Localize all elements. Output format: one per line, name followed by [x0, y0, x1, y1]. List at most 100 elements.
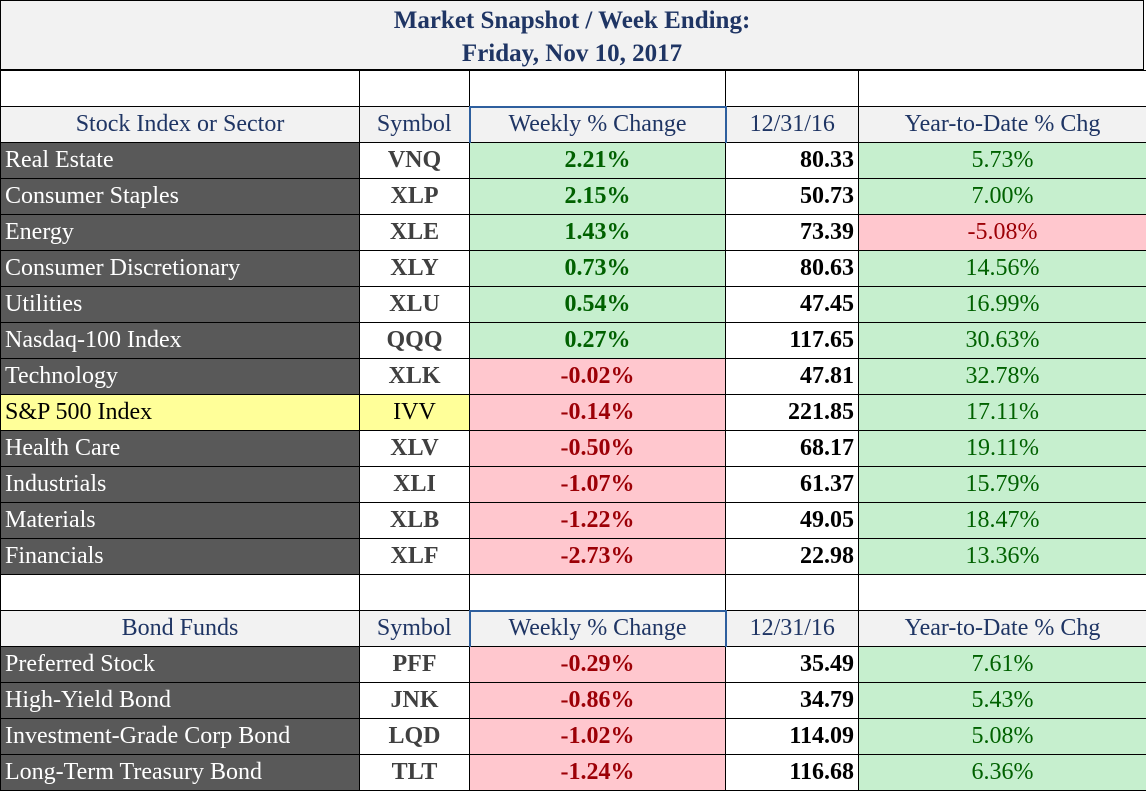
row-symbol: JNK — [359, 682, 470, 719]
row-ytd-change: 6.36% — [858, 754, 1146, 791]
row-symbol: LQD — [359, 718, 470, 755]
row-ytd-change: 5.08% — [858, 718, 1146, 755]
row-name: Energy — [0, 214, 360, 251]
spacer-cell — [359, 574, 470, 611]
row-weekly-change: -1.22% — [469, 502, 726, 539]
row-ytd-change: 13.36% — [858, 538, 1146, 575]
row-name: Consumer Discretionary — [0, 250, 360, 287]
row-name: Materials — [0, 502, 360, 539]
spacer-row — [0, 574, 1146, 611]
spacer-cell — [725, 574, 859, 611]
row-base-price: 221.85 — [725, 394, 859, 431]
title-line-1: Market Snapshot / Week Ending: — [393, 7, 751, 34]
row-name: Technology — [0, 358, 360, 395]
bond-row: Preferred Stock PFF -0.29% 35.49 7.61% — [0, 646, 1146, 683]
bond-row: Long-Term Treasury Bond TLT -1.24% 116.68 6.… — [0, 754, 1146, 791]
row-weekly-change: 2.15% — [469, 178, 726, 215]
row-name: Nasdaq-100 Index — [0, 322, 360, 359]
row-name: Investment-Grade Corp Bond — [0, 718, 360, 755]
row-name: Health Care — [0, 430, 360, 467]
row-weekly-change: -1.07% — [469, 466, 726, 503]
row-base-price: 34.79 — [725, 682, 859, 719]
spacer-cell — [725, 70, 859, 107]
row-base-price: 22.98 — [725, 538, 859, 575]
bond-ytd-header: Year-to-Date % Chg — [858, 610, 1146, 647]
stock-header-row: Stock Index or Sector Symbol Weekly % Ch… — [0, 105, 1146, 143]
row-base-price: 50.73 — [725, 178, 859, 215]
row-symbol: TLT — [359, 754, 470, 791]
stock-row: Health Care XLV -0.50% 68.17 19.11% — [0, 430, 1146, 467]
row-name: Industrials — [0, 466, 360, 503]
row-symbol: XLE — [359, 214, 470, 251]
spacer-cell — [0, 574, 360, 611]
bond-row: High-Yield Bond JNK -0.86% 34.79 5.43% — [0, 682, 1146, 719]
row-symbol: VNQ — [359, 142, 470, 179]
row-symbol: XLU — [359, 286, 470, 323]
row-weekly-change: -1.24% — [469, 754, 726, 791]
row-ytd-change: 17.11% — [858, 394, 1146, 431]
row-weekly-change: 0.27% — [469, 322, 726, 359]
stock-row: Technology XLK -0.02% 47.81 32.78% — [0, 358, 1146, 395]
stock-ytd-header: Year-to-Date % Chg — [858, 106, 1146, 143]
row-weekly-change: -0.02% — [469, 358, 726, 395]
stock-row: Materials XLB -1.22% 49.05 18.47% — [0, 502, 1146, 539]
spacer-cell — [858, 574, 1146, 611]
row-ytd-change: -5.08% — [858, 214, 1146, 251]
stock-row: S&P 500 Index IVV -0.14% 221.85 17.11% — [0, 394, 1146, 431]
row-weekly-change: 1.43% — [469, 214, 726, 251]
row-name: High-Yield Bond — [0, 682, 360, 719]
row-ytd-change: 15.79% — [858, 466, 1146, 503]
row-symbol: QQQ — [359, 322, 470, 359]
stock-symbol-header: Symbol — [359, 106, 470, 143]
row-weekly-change: -0.50% — [469, 430, 726, 467]
stock-row: Real Estate VNQ 2.21% 80.33 5.73% — [0, 142, 1146, 179]
row-ytd-change: 5.73% — [858, 142, 1146, 179]
row-weekly-change: 0.54% — [469, 286, 726, 323]
stock-weekly-header: Weekly % Change — [468, 105, 727, 143]
row-ytd-change: 32.78% — [858, 358, 1146, 395]
row-base-price: 114.09 — [725, 718, 859, 755]
row-name: Consumer Staples — [0, 178, 360, 215]
stock-row: Consumer Staples XLP 2.15% 50.73 7.00% — [0, 178, 1146, 215]
row-ytd-change: 16.99% — [858, 286, 1146, 323]
spacer-cell — [858, 70, 1146, 107]
bond-name-header: Bond Funds — [0, 610, 360, 647]
row-weekly-change: -1.02% — [469, 718, 726, 755]
row-name: Real Estate — [0, 142, 360, 179]
row-base-price: 47.81 — [725, 358, 859, 395]
row-name: S&P 500 Index — [0, 394, 360, 431]
row-weekly-change: -0.86% — [469, 682, 726, 719]
row-base-price: 35.49 — [725, 646, 859, 683]
row-symbol: XLP — [359, 178, 470, 215]
stock-row: Utilities XLU 0.54% 47.45 16.99% — [0, 286, 1146, 323]
snapshot-table-body: Stock Index or Sector Symbol Weekly % Ch… — [0, 70, 1146, 791]
row-name: Utilities — [0, 286, 360, 323]
row-base-price: 47.45 — [725, 286, 859, 323]
row-base-price: 117.65 — [725, 322, 859, 359]
bond-header-row: Bond Funds Symbol Weekly % Change 12/31/16 Y… — [0, 609, 1146, 647]
row-symbol: XLF — [359, 538, 470, 575]
bond-base-header: 12/31/16 — [725, 610, 859, 647]
row-base-price: 68.17 — [725, 430, 859, 467]
spacer-cell — [0, 70, 360, 107]
row-base-price: 61.37 — [725, 466, 859, 503]
row-base-price: 80.33 — [725, 142, 859, 179]
stock-row: Financials XLF -2.73% 22.98 13.36% — [0, 538, 1146, 575]
stock-row: Consumer Discretionary XLY 0.73% 80.63 14.56… — [0, 250, 1146, 287]
row-ytd-change: 7.61% — [858, 646, 1146, 683]
row-ytd-change: 14.56% — [858, 250, 1146, 287]
row-weekly-change: -0.29% — [469, 646, 726, 683]
title-line-2: Friday, Nov 10, 2017 — [461, 40, 683, 67]
row-ytd-change: 30.63% — [858, 322, 1146, 359]
row-ytd-change: 5.43% — [858, 682, 1146, 719]
row-symbol: XLI — [359, 466, 470, 503]
row-weekly-change: -2.73% — [469, 538, 726, 575]
bond-row: Investment-Grade Corp Bond LQD -1.02% 114.0… — [0, 718, 1146, 755]
stock-row: Energy XLE 1.43% 73.39 -5.08% — [0, 214, 1146, 251]
row-weekly-change: 0.73% — [469, 250, 726, 287]
row-name: Financials — [0, 538, 360, 575]
row-name: Preferred Stock — [0, 646, 360, 683]
row-symbol: XLB — [359, 502, 470, 539]
row-symbol: IVV — [359, 394, 470, 431]
